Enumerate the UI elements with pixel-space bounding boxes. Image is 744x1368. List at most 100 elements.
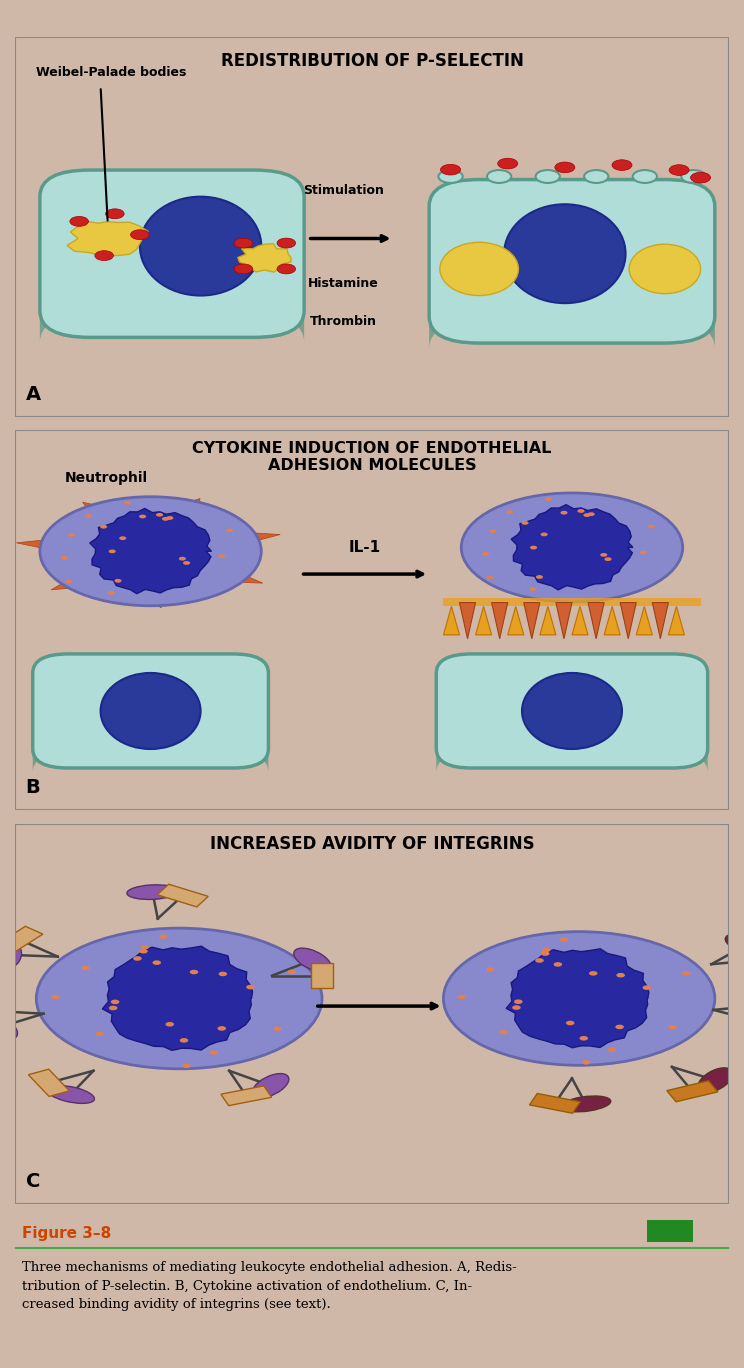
Circle shape xyxy=(165,1022,174,1026)
Circle shape xyxy=(218,554,225,558)
Circle shape xyxy=(166,516,173,520)
Circle shape xyxy=(616,973,625,978)
Circle shape xyxy=(108,591,115,595)
Polygon shape xyxy=(556,602,572,639)
Text: C: C xyxy=(25,1172,40,1190)
Circle shape xyxy=(141,945,149,949)
FancyBboxPatch shape xyxy=(436,654,708,767)
FancyBboxPatch shape xyxy=(429,316,715,349)
Polygon shape xyxy=(51,575,99,590)
Circle shape xyxy=(133,956,142,960)
Ellipse shape xyxy=(0,941,22,969)
Ellipse shape xyxy=(629,245,701,294)
Text: B: B xyxy=(25,778,40,796)
Circle shape xyxy=(530,546,537,550)
Bar xyxy=(221,1086,272,1105)
FancyBboxPatch shape xyxy=(33,750,269,772)
Polygon shape xyxy=(475,606,492,635)
Circle shape xyxy=(438,170,463,183)
Circle shape xyxy=(522,521,528,525)
Circle shape xyxy=(68,534,75,536)
Circle shape xyxy=(277,238,295,248)
Circle shape xyxy=(156,513,163,517)
Polygon shape xyxy=(572,606,588,635)
Ellipse shape xyxy=(294,948,331,971)
Circle shape xyxy=(65,580,72,584)
Polygon shape xyxy=(238,244,291,272)
Polygon shape xyxy=(506,949,649,1048)
Circle shape xyxy=(217,1026,226,1030)
FancyBboxPatch shape xyxy=(33,654,269,767)
Circle shape xyxy=(70,216,89,226)
Circle shape xyxy=(535,958,544,963)
Polygon shape xyxy=(524,602,540,639)
Polygon shape xyxy=(167,498,200,514)
Ellipse shape xyxy=(140,197,261,295)
Polygon shape xyxy=(90,509,211,594)
Circle shape xyxy=(582,1060,591,1064)
Circle shape xyxy=(51,995,60,999)
Circle shape xyxy=(219,971,227,977)
Circle shape xyxy=(277,264,295,274)
Ellipse shape xyxy=(100,673,201,750)
Text: Thrombin: Thrombin xyxy=(310,315,377,327)
Circle shape xyxy=(440,164,461,175)
Circle shape xyxy=(109,550,116,553)
Circle shape xyxy=(632,170,657,183)
Text: Figure 3–8: Figure 3–8 xyxy=(22,1226,112,1241)
Polygon shape xyxy=(16,538,69,553)
Circle shape xyxy=(589,971,597,975)
Circle shape xyxy=(643,985,651,990)
Circle shape xyxy=(273,1026,282,1031)
Circle shape xyxy=(487,576,493,580)
Circle shape xyxy=(669,164,689,175)
Text: INCREASED AVIDITY OF INTEGRINS: INCREASED AVIDITY OF INTEGRINS xyxy=(210,834,534,852)
Text: Neutrophil: Neutrophil xyxy=(65,472,148,486)
Circle shape xyxy=(100,525,107,528)
Circle shape xyxy=(490,529,496,534)
Circle shape xyxy=(577,509,585,513)
Circle shape xyxy=(61,555,68,560)
Polygon shape xyxy=(588,602,604,639)
Circle shape xyxy=(560,510,568,514)
Circle shape xyxy=(153,960,161,964)
Circle shape xyxy=(287,970,296,974)
Circle shape xyxy=(514,1000,522,1004)
Circle shape xyxy=(179,557,186,561)
Ellipse shape xyxy=(725,934,744,956)
Ellipse shape xyxy=(698,1068,733,1093)
Text: Histamine: Histamine xyxy=(308,276,379,290)
Circle shape xyxy=(82,966,90,970)
Circle shape xyxy=(109,1005,118,1011)
Polygon shape xyxy=(460,602,475,639)
Circle shape xyxy=(580,1036,588,1041)
Circle shape xyxy=(190,970,199,974)
Ellipse shape xyxy=(47,1085,94,1104)
Circle shape xyxy=(246,985,254,989)
Polygon shape xyxy=(67,220,148,256)
Circle shape xyxy=(541,951,550,956)
Polygon shape xyxy=(604,606,620,635)
Ellipse shape xyxy=(461,492,683,602)
Ellipse shape xyxy=(561,1096,611,1112)
Circle shape xyxy=(555,161,575,172)
Bar xyxy=(0,999,7,1023)
Polygon shape xyxy=(511,505,633,590)
Circle shape xyxy=(482,553,490,555)
Circle shape xyxy=(542,948,551,952)
Ellipse shape xyxy=(36,928,322,1068)
Circle shape xyxy=(124,501,131,505)
Circle shape xyxy=(487,170,511,183)
Polygon shape xyxy=(540,606,556,635)
Circle shape xyxy=(131,230,149,239)
Polygon shape xyxy=(507,606,524,635)
Circle shape xyxy=(183,561,190,565)
Circle shape xyxy=(600,553,607,557)
Ellipse shape xyxy=(0,1015,18,1040)
Ellipse shape xyxy=(40,497,261,606)
Circle shape xyxy=(139,949,148,953)
Circle shape xyxy=(648,525,655,528)
Circle shape xyxy=(119,536,126,540)
Circle shape xyxy=(559,937,568,943)
Circle shape xyxy=(95,1031,104,1036)
